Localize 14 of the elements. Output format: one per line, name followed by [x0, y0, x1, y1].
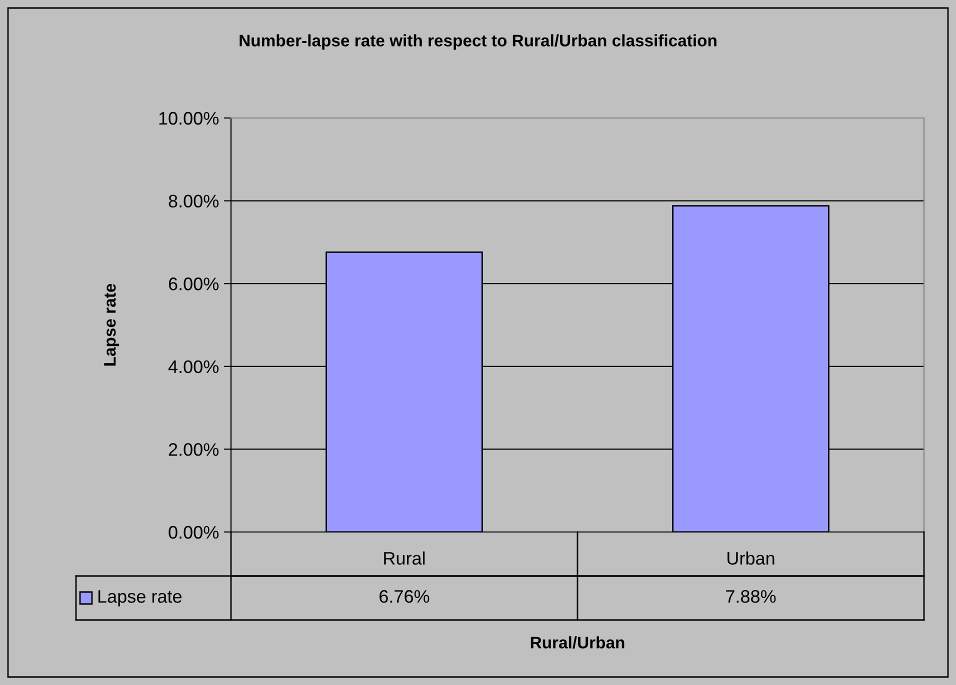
legend-label: Lapse rate — [98, 590, 182, 606]
y-tick-label: 6.00% — [168, 278, 219, 290]
y-tick-label: 2.00% — [168, 443, 219, 456]
y-axis-title: Lapse rate — [104, 284, 120, 366]
x-tick-label: Urban — [728, 551, 774, 565]
data-label: 7.88% — [726, 590, 776, 603]
data-label: 6.76% — [380, 590, 430, 603]
y-tick-label: 8.00% — [168, 194, 219, 208]
y-tick-label: 0.00% — [168, 526, 219, 539]
y-tick-label: 10.00% — [159, 112, 219, 125]
x-tick-label: Rural — [384, 551, 425, 565]
chart-title: Number-lapse rate with respect to Rural/Urban classification — [240, 34, 716, 50]
x-axis-title: Rural/Urban — [530, 636, 624, 649]
y-tick-label: 4.00% — [168, 360, 219, 374]
